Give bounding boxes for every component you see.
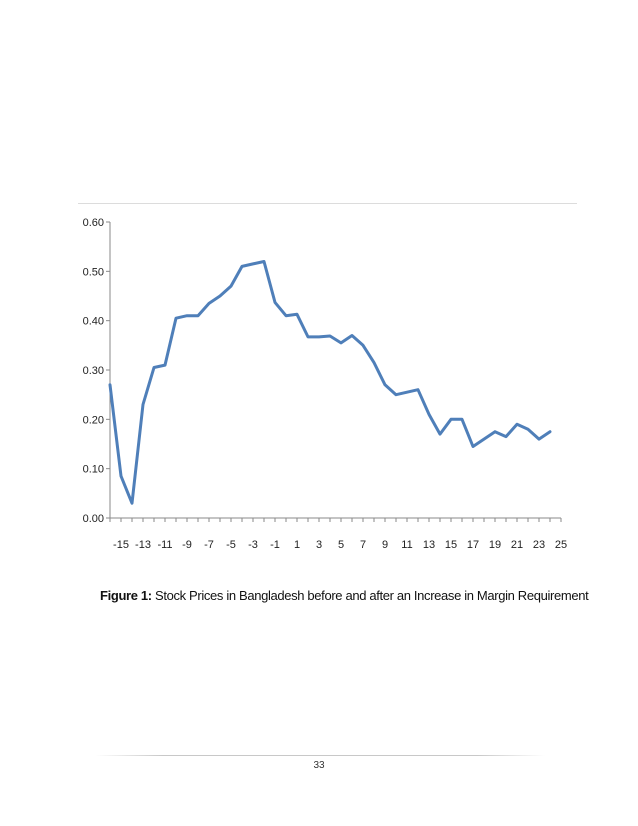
data-point: [307, 335, 310, 338]
data-point: [362, 344, 365, 347]
y-tick-label: 0.10: [83, 464, 104, 476]
x-tick-label: 1: [294, 539, 300, 551]
data-point: [109, 383, 112, 386]
y-tick-label: 0.40: [83, 316, 104, 328]
data-point: [263, 260, 266, 263]
page-number: 33: [313, 760, 325, 771]
data-point: [197, 314, 200, 317]
x-tick-label: -13: [135, 539, 151, 551]
figure-panel: 0.00 0.10 0.20 0.30 0.40 0.50 0.60 -15 -13 -11 -9-…: [78, 203, 577, 579]
x-tick-label: -1: [270, 539, 280, 551]
x-tick-label: 25: [555, 539, 567, 551]
data-point: [483, 438, 486, 441]
data-point: [120, 475, 123, 478]
x-tick-label: 19: [489, 539, 501, 551]
x-tick-label: 5: [338, 539, 344, 551]
x-tick-label: 23: [533, 539, 545, 551]
data-point: [329, 335, 332, 338]
data-point: [527, 428, 530, 431]
x-tick-label: -5: [226, 539, 236, 551]
data-point: [219, 295, 222, 298]
y-tick-label: 0.30: [83, 365, 104, 377]
y-tick-label: 0.00: [83, 513, 104, 525]
data-point: [186, 314, 189, 317]
data-point: [131, 502, 134, 505]
figure-caption: Figure 1: Stock Prices in Bangladesh bef…: [100, 588, 589, 603]
y-tick-label: 0.60: [83, 217, 104, 229]
data-point: [296, 313, 299, 316]
data-point: [153, 366, 156, 369]
data-point: [549, 430, 552, 433]
data-point: [538, 438, 541, 441]
data-point: [318, 335, 321, 338]
data-point: [516, 423, 519, 426]
x-tick-label: 21: [511, 539, 523, 551]
x-tick-label: 13: [423, 539, 435, 551]
data-point: [461, 418, 464, 421]
data-point: [505, 435, 508, 438]
footer-rule: [95, 755, 545, 756]
data-point: [395, 393, 398, 396]
line-chart: 0.000.100.200.300.400.500.60-15 -13 -11 -9-…: [83, 217, 568, 551]
figure-caption-label: Figure 1:: [100, 588, 152, 603]
data-point: [208, 302, 211, 305]
data-point: [439, 433, 442, 436]
x-tick-label: -3: [248, 539, 258, 551]
data-point: [175, 317, 178, 320]
data-point: [285, 314, 288, 317]
series-line: [108, 260, 552, 505]
x-tick-label: -11: [157, 539, 172, 551]
data-point: [164, 364, 167, 367]
data-point: [241, 265, 244, 268]
data-point: [406, 391, 409, 394]
data-point: [417, 388, 420, 391]
data-point: [472, 445, 475, 448]
y-tick-label: 0.50: [83, 266, 104, 278]
data-point: [351, 334, 354, 337]
x-tick-label: 15: [445, 539, 457, 551]
data-point: [450, 418, 453, 421]
data-point: [274, 301, 277, 304]
data-point: [373, 361, 376, 364]
data-point: [230, 285, 233, 288]
y-tick-label: 0.20: [83, 414, 104, 426]
x-tick-label: 9: [382, 539, 388, 551]
data-point: [384, 383, 387, 386]
x-tick-label: -9: [182, 539, 192, 551]
data-point: [252, 262, 255, 265]
x-tick-label: 7: [360, 539, 366, 551]
figure-caption-text: Stock Prices in Bangladesh before and af…: [151, 588, 589, 603]
x-tick-label: 11: [401, 539, 412, 551]
x-tick-label: -15: [113, 539, 129, 551]
x-tick-label: 3: [316, 539, 322, 551]
x-tick-label: 17: [467, 539, 479, 551]
data-point: [494, 430, 497, 433]
data-point: [340, 341, 343, 344]
data-point: [142, 403, 145, 406]
data-point: [428, 413, 431, 416]
x-tick-label: -7: [204, 539, 214, 551]
